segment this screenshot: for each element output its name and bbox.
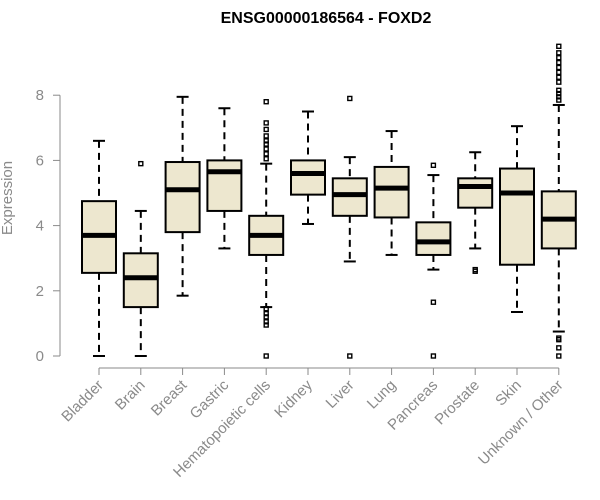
outlier-point: [263, 306, 269, 312]
box-unknown-other: [540, 43, 577, 359]
box-prostate: [457, 151, 494, 274]
outlier-point: [263, 353, 269, 359]
outlier-point: [347, 95, 353, 102]
outlier-point: [556, 79, 562, 85]
iqr-box: [457, 177, 494, 209]
outlier-point: [556, 59, 562, 66]
outlier-point: [263, 146, 269, 152]
x-tick-label: Lung: [364, 377, 400, 413]
outlier-point: [556, 97, 562, 103]
iqr-box: [290, 159, 326, 196]
iqr-box: [373, 165, 410, 219]
box-brain: [122, 160, 159, 357]
outlier-point: [556, 345, 562, 351]
box-hematopoietic-cells: [248, 99, 285, 359]
outlier-point: [556, 335, 562, 341]
outlier-point: [263, 126, 269, 133]
iqr-box: [206, 159, 243, 212]
box-pancreas: [415, 162, 452, 359]
outlier-point: [556, 353, 562, 359]
outlier-point: [556, 90, 562, 97]
outlier-point: [556, 94, 562, 100]
outlier-point: [263, 314, 269, 320]
box-lung: [373, 130, 410, 256]
y-tick-label: 4: [36, 218, 44, 235]
x-tick-label: Brain: [112, 377, 149, 414]
outlier-point: [556, 69, 562, 76]
y-tick-label: 8: [36, 87, 44, 104]
outlier-point: [263, 151, 269, 157]
outlier-point: [556, 50, 562, 56]
y-axis: 0 2 4 6 8: [36, 87, 61, 365]
y-axis-label: Expression: [0, 161, 16, 235]
y-tick-label: 2: [36, 283, 44, 300]
box-gastric: [206, 107, 243, 250]
boxes-group: [81, 43, 577, 359]
outlier-point: [430, 353, 437, 359]
outlier-point: [430, 299, 437, 305]
outlier-point: [347, 353, 353, 359]
outlier-point: [556, 87, 562, 94]
outlier-point: [263, 322, 269, 328]
outlier-point: [556, 43, 562, 49]
x-tick-label: Skin: [492, 377, 525, 410]
x-tick-label: Bladder: [58, 377, 107, 426]
chart-title: ENSG00000186564 - FOXD2: [221, 10, 432, 27]
box-liver: [331, 95, 368, 359]
iqr-box: [164, 161, 201, 234]
y-tick-label: 0: [36, 348, 44, 365]
outlier-point: [263, 133, 269, 139]
iqr-box: [499, 167, 535, 266]
outlier-point: [263, 319, 269, 325]
iqr-box: [415, 221, 452, 256]
outlier-point: [263, 141, 269, 147]
outlier-point: [472, 266, 478, 273]
outlier-point: [263, 99, 269, 105]
y-tick-label: 6: [36, 152, 44, 169]
box-skin: [499, 125, 535, 313]
x-tick-label: Breast: [148, 376, 191, 419]
outlier-point: [138, 160, 144, 167]
outlier-point: [263, 310, 269, 317]
outlier-point: [263, 138, 269, 144]
x-tick-label: Prostate: [431, 377, 483, 429]
box-bladder: [81, 139, 117, 357]
outlier-point: [556, 55, 562, 61]
outlier-point: [556, 74, 562, 80]
outlier-point: [430, 162, 437, 168]
x-tick-label: Kidney: [271, 376, 316, 421]
box-kidney: [290, 110, 326, 225]
outlier-point: [556, 64, 562, 71]
box-breast: [164, 95, 201, 297]
outlier-point: [263, 156, 269, 162]
x-tick-label: Liver: [323, 377, 358, 412]
outlier-point: [263, 120, 269, 126]
